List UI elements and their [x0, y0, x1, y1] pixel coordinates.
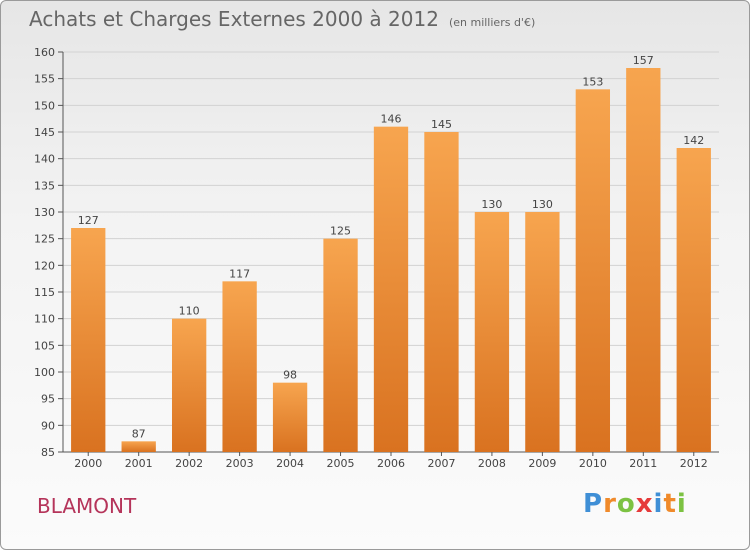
x-tick-label: 2008 — [478, 457, 506, 470]
y-tick-label: 105 — [34, 339, 55, 352]
bar — [272, 382, 308, 452]
x-tick-label: 2004 — [276, 457, 304, 470]
logo-letter: o — [616, 489, 636, 519]
y-tick-label: 150 — [34, 99, 55, 112]
bar-value-label: 87 — [132, 427, 146, 440]
x-tick-label: 2007 — [427, 457, 455, 470]
x-tick-label: 2005 — [327, 457, 355, 470]
logo-letter: i — [653, 489, 664, 519]
bar — [676, 148, 711, 452]
bar-value-label: 142 — [683, 134, 704, 147]
proxiti-logo: Proxiti — [583, 489, 687, 519]
bar-value-label: 157 — [633, 54, 654, 67]
commune-name: BLAMONT — [37, 494, 137, 518]
chart-unit: (en milliers d'€) — [448, 16, 536, 29]
y-tick-label: 125 — [34, 233, 55, 246]
bar — [525, 212, 560, 452]
bar — [323, 238, 358, 452]
x-tick-label: 2001 — [125, 457, 153, 470]
bar — [171, 318, 207, 452]
logo-letter: r — [603, 489, 617, 519]
y-tick-label: 135 — [34, 179, 55, 192]
x-tick-label: 2012 — [680, 457, 708, 470]
x-tick-label: 2003 — [226, 457, 254, 470]
y-tick-label: 120 — [34, 259, 55, 272]
bar-value-label: 110 — [179, 305, 200, 318]
y-tick-label: 110 — [34, 313, 55, 326]
x-tick-label: 2009 — [528, 457, 556, 470]
logo-letter: t — [663, 489, 677, 519]
y-tick-label: 145 — [34, 126, 55, 139]
bar — [474, 212, 510, 452]
bar-value-label: 125 — [330, 225, 351, 238]
bar — [222, 281, 257, 452]
y-tick-label: 115 — [34, 286, 55, 299]
y-tick-label: 85 — [41, 446, 55, 459]
bar-value-label: 130 — [481, 198, 502, 211]
y-tick-label: 155 — [34, 73, 55, 86]
y-tick-label: 90 — [41, 419, 55, 432]
bar — [424, 132, 459, 452]
x-tick-label: 2011 — [629, 457, 657, 470]
chart-title: Achats et Charges Externes 2000 à 2012 (e… — [29, 7, 535, 31]
x-tick-label: 2006 — [377, 457, 405, 470]
y-tick-label: 95 — [41, 393, 55, 406]
bar-value-label: 146 — [381, 113, 402, 126]
bar-value-label: 145 — [431, 118, 452, 131]
y-tick-label: 100 — [34, 366, 55, 379]
bar-value-label: 98 — [283, 369, 297, 382]
x-tick-label: 2002 — [175, 457, 203, 470]
bar — [626, 68, 661, 452]
y-tick-label: 160 — [34, 46, 55, 59]
logo-letter: x — [635, 489, 654, 519]
x-tick-label: 2010 — [579, 457, 607, 470]
bar-value-label: 117 — [229, 267, 250, 280]
bar — [71, 228, 106, 452]
chart-title-text: Achats et Charges Externes 2000 à 2012 — [29, 7, 439, 31]
bar — [373, 126, 409, 453]
bar-value-label: 127 — [78, 214, 99, 227]
bar-value-label: 153 — [582, 75, 603, 88]
bar — [121, 441, 156, 452]
y-tick-label: 130 — [34, 206, 55, 219]
bar-value-label: 130 — [532, 198, 553, 211]
logo-letter: i — [676, 489, 687, 519]
bar — [575, 89, 611, 452]
y-tick-label: 140 — [34, 153, 55, 166]
logo-letter: P — [583, 489, 604, 519]
x-tick-label: 2000 — [74, 457, 102, 470]
